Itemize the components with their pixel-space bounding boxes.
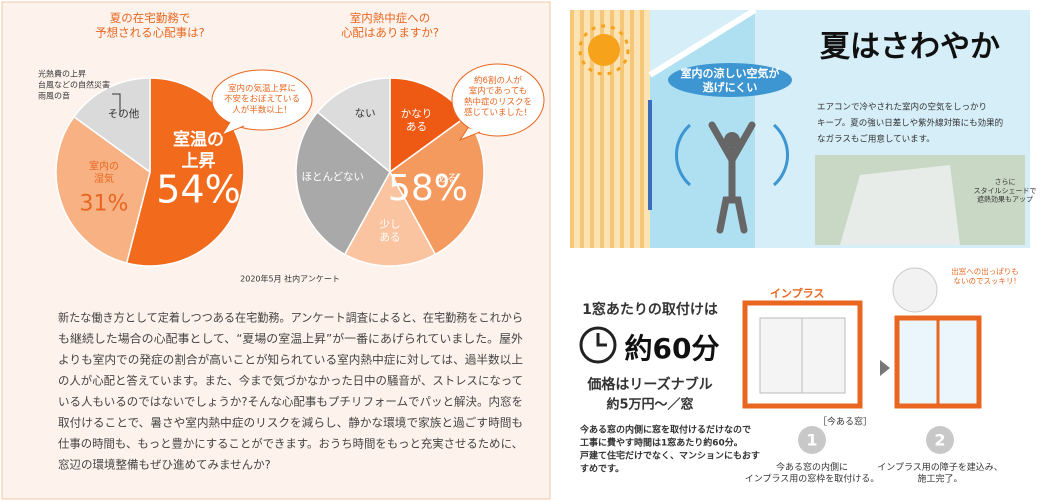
clock-hands [596,333,607,347]
slice-label: 室温の上昇 [173,129,224,171]
slice-label: ない [355,107,376,119]
step-arrow [880,360,890,376]
sun [588,34,620,66]
slice-label: ある [436,173,457,185]
body-line: 窓辺の環境整備もぜひ進めてみませんか? [58,458,271,472]
pie-slice [55,115,151,264]
callout-bubble [451,63,545,137]
install-time: 約60分 [625,332,720,365]
feature-line: なガラスもご用意しています。 [817,134,935,145]
pie-slice [295,111,391,256]
feature-note: さらにスタイルシェードで遮熱効果もアップ [974,178,1037,204]
price: 約5万円〜／窓 [606,397,693,413]
roof [648,7,757,78]
total-label: 58% [388,168,468,209]
badge-text: 室内の涼しい空気が逃げにくい [681,66,780,94]
install-line: 戸建て住宅だけでなく、マンションにもおす [580,450,760,462]
current-window: ［今ある窓］ [818,416,872,428]
body-line: 取付けることで、暑さや室内熱中症のリスクを減らし、静かな環境で家族と過ごす時間も [58,416,523,430]
source: 2020年5月 社内アンケート [240,274,340,284]
step-number: 2 [934,431,945,450]
airflow-arrows [675,123,789,187]
window [648,100,652,210]
install-line: 今ある窓の内側に窓を取付けるだけなので [579,424,751,436]
callout-bubble [211,69,313,131]
pie-title: 夏の在宅勤務で予想される心配事は? [95,11,205,39]
breakdown-item: 光熱費の上昇 [38,69,86,79]
body-line: の人が心配と答えています。また、今まで気づかなかった日中の騒音が、ストレスになっ… [58,374,523,388]
pie-slice [72,77,151,174]
callout-tail [458,127,481,142]
pie-slice [316,77,391,174]
step-text: 今ある窓の内側にインプラス用の窓枠を取付ける。 [745,461,880,484]
body-line: いる人もいるのではないでしょうか?そんな心配事もプチリフォームでパッと解決。内窓… [58,395,523,409]
person [724,132,740,148]
feature-title: 夏はさわやか [820,30,1000,65]
leader-line [112,93,121,115]
step-text: インプラス用の障子を建込み、施工完了。 [877,461,1003,484]
bubble-text: 出窓への出っぱりもないのでスッキリ! [951,266,1019,285]
install-line: すめです。 [580,464,624,475]
person-body [708,121,756,234]
inner-window-frame [742,300,863,409]
slice-label: 室内の湿気 [89,160,119,186]
callout-text: 約6割の人が室内であっても熱中症のリスクを感じていました！ [464,75,532,118]
detail-circle [892,267,938,313]
slice-label: かなりある [401,108,433,133]
pie-slice [125,77,245,267]
body-line: 新たな働き方として定着しつつある在宅勤務。アンケート調査によると、在宅勤務をこれ… [58,311,523,325]
callout-text: 室内の気温上昇に不安をおぼえている人が半数以上！ [224,83,300,115]
clock [579,326,617,364]
body-line: 仕事の時間も、もっと豊かにすることができます。おうち時間をもっと充実させるために… [58,437,523,451]
body-line: も継続した場合の心配事として、“夏場の室温上昇”が一番にあげられていました。屋外 [58,332,524,346]
callout-tail [220,121,245,137]
pie-slice [343,170,437,267]
install-line: 工事に費やす時間は1窓あたり約60分。 [580,437,743,449]
feature-line: エアコンで冷やされた室内の空気をしっかり [817,102,987,113]
step-badge [798,426,826,454]
shade [840,165,960,245]
install-heading: 1窓あたりの取付けは [582,301,718,318]
sun-rays [578,24,630,76]
breakdown-item: 台風などの自然災害 [38,80,110,90]
step-badge [926,426,954,454]
breakdown-item: 雨風の音 [38,91,70,101]
pie-title: 室内熱中症への心配はありますか? [341,11,439,39]
slice-label: ほとんどない [302,171,364,183]
slice-label: 少しある [380,218,401,243]
feature-line: キープ。夏の強い日差しや紫外線対策にも効果的 [817,118,1003,129]
body-line: よりも室内での発症の割合が高いことが知られている室内熱中症に対しては、過半数以上 [58,353,523,367]
badge [668,63,792,97]
brand: インプラス [770,286,824,300]
price-heading: 価格はリーズナブル [586,376,712,393]
value-label: 54% [156,168,240,212]
step-number: 1 [806,431,817,450]
value-label: 31% [80,192,129,217]
slice-label: その他 [108,107,140,120]
